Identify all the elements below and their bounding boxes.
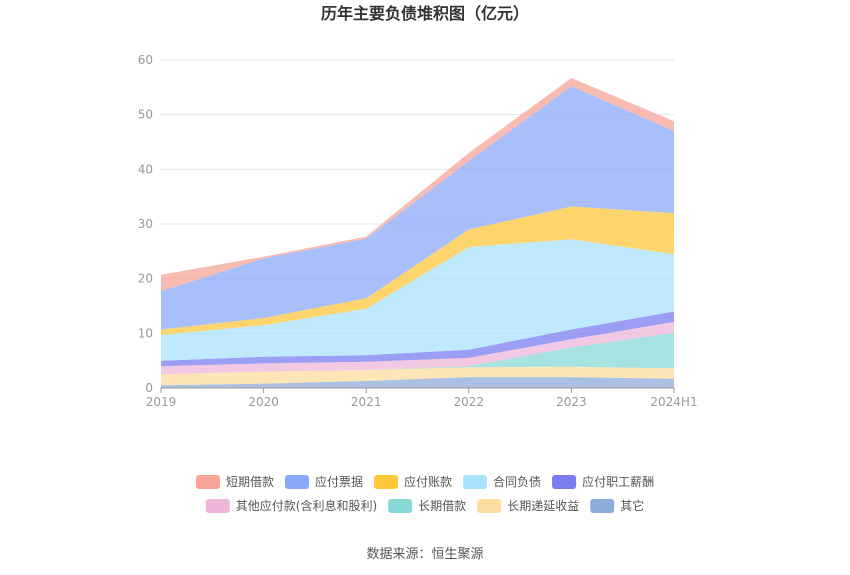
legend-label: 应付账款 [404,474,452,489]
legend-item: 长期递延收益 [477,499,579,513]
legend-label: 长期借款 [418,499,466,513]
x-tick-label: 2021 [351,395,382,409]
x-tick-label: 2023 [556,395,587,409]
area-长期递延收益 [161,366,674,386]
axes: 0 10 20 30 40 50 60 2019 2020 2021 2022 2023 2024H1 [138,53,698,409]
legend-swatch [463,475,488,489]
area-其他应付款(含利息和股利) [161,321,674,375]
legend-swatch [196,475,220,489]
legend-label: 应付职工薪酬 [582,474,654,489]
legend-item: 其它 [590,498,644,513]
legend-row: 其他应付款(含利息和股利) 长期借款 长期递延收益 其它 [205,498,644,513]
legend-item: 合同负债 [463,474,541,489]
legend-swatch [590,499,615,513]
area-长期借款 [161,332,674,375]
y-tick-label: 10 [138,326,153,340]
chart-title: 历年主要负债堆积图（亿元） [321,4,529,23]
series-areas [161,78,674,388]
legend-item: 应付账款 [374,474,452,489]
legend-label: 短期借款 [226,475,274,489]
y-tick-label: 30 [138,217,153,231]
legend-item: 应付职工薪酬 [552,474,654,489]
x-tick-label: 2024H1 [650,395,697,409]
legend-label: 其他应付款(含利息和股利) [236,498,377,513]
legend-item: 短期借款 [196,475,274,489]
legend-swatch [205,499,230,513]
area-应付职工薪酬 [161,311,674,367]
legend-label: 应付票据 [315,474,363,489]
legend-item: 长期借款 [388,499,466,513]
y-tick-label: 0 [145,381,153,395]
legend-item: 应付票据 [285,474,363,489]
y-tick-label: 20 [138,272,153,286]
legend-swatch [285,475,310,489]
legend-label: 其它 [620,498,644,513]
x-tick-label: 2019 [146,395,177,409]
area-合同负债 [161,239,674,361]
x-tick-label: 2022 [454,395,485,409]
y-tick-label: 60 [138,53,153,67]
x-tick-label: 2020 [248,395,279,409]
legend-swatch [552,475,577,489]
area-应付账款 [161,206,674,335]
legend-item: 其他应付款(含利息和股利) [205,498,377,513]
y-tick-label: 50 [138,108,153,122]
legend-swatch [374,475,399,489]
legend-row: 短期借款 应付票据 应付账款 合同负债 应付职工薪酬 [196,474,654,489]
area-其它 [161,377,674,388]
legend-swatch [477,499,502,513]
area-短期借款 [161,78,674,292]
area-应付票据 [161,86,674,330]
legend-label: 长期递延收益 [507,499,579,513]
legend-label: 合同负债 [493,474,541,489]
y-tick-label: 40 [138,162,153,176]
legend-swatch [388,499,413,513]
source-note: 数据来源：恒生聚源 [366,547,483,562]
